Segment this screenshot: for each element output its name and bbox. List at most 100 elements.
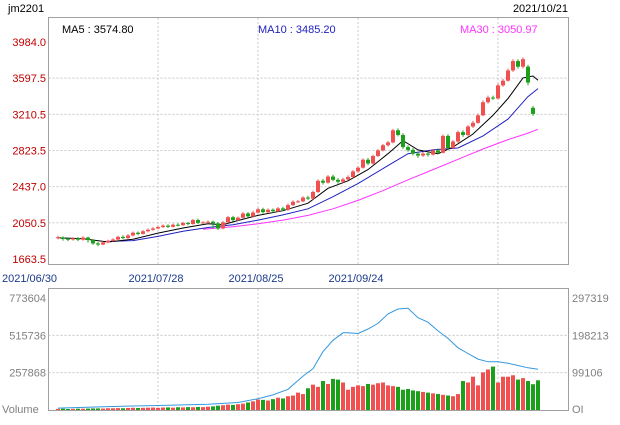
- candle: [221, 220, 225, 230]
- volume-bar: [321, 381, 325, 410]
- candle-body: [256, 209, 260, 213]
- volume-bar: [431, 393, 435, 410]
- volume-bar: [166, 407, 170, 410]
- candle: [201, 221, 205, 224]
- volume-bar: [471, 376, 475, 410]
- candle-body: [101, 242, 105, 245]
- volume-bar: [211, 406, 215, 410]
- volume-bar: [481, 372, 485, 410]
- volume-bar: [436, 394, 440, 410]
- volume-bar: [301, 394, 305, 410]
- volume-bar: [536, 380, 540, 410]
- date-tick-label: 2021/08/25: [228, 273, 283, 285]
- volume-bar: [306, 388, 310, 410]
- ma5-line: [57, 75, 539, 243]
- ma30-layer: [202, 128, 539, 230]
- symbol-label: jm2201: [7, 3, 44, 15]
- candle-body: [281, 208, 285, 210]
- volume-bar: [376, 383, 380, 410]
- volume-bar: [191, 407, 195, 410]
- volume-bar: [326, 383, 330, 410]
- candle: [256, 207, 260, 214]
- candle-body: [106, 240, 110, 243]
- candle: [481, 100, 485, 117]
- volume-bar: [491, 366, 495, 410]
- volume-bar: [261, 399, 265, 410]
- volume-bar: [251, 401, 255, 410]
- candle: [336, 178, 340, 184]
- volume-bar: [141, 407, 145, 410]
- volume-bar: [281, 398, 285, 410]
- volume-bar: [421, 391, 425, 410]
- volume-bar: [111, 408, 115, 410]
- candle-body: [151, 228, 155, 230]
- candle-body: [221, 222, 225, 229]
- price-tick-label: 2437.0: [12, 182, 46, 194]
- volume-bar: [136, 407, 140, 410]
- oi-panel-label: OI: [572, 404, 584, 416]
- candle-body: [236, 217, 240, 221]
- candle-body: [301, 197, 305, 202]
- candle-body: [251, 212, 255, 217]
- candle-body: [381, 145, 385, 151]
- volume-bar: [416, 391, 420, 410]
- candle: [361, 158, 365, 169]
- candle-body: [66, 238, 70, 240]
- volume-bar: [176, 407, 180, 410]
- candle-body: [411, 149, 415, 154]
- candle: [421, 151, 425, 157]
- volume-bar: [231, 404, 235, 410]
- volume-bar: [426, 392, 430, 410]
- candle: [291, 200, 295, 207]
- volume-bar: [171, 407, 175, 410]
- candle: [491, 95, 495, 100]
- volume-bar: [56, 408, 60, 410]
- candle-body: [136, 232, 140, 234]
- candle-body: [146, 229, 150, 232]
- candle-body: [366, 159, 370, 164]
- candle: [401, 133, 405, 149]
- volume-bar: [331, 378, 335, 410]
- candle-body: [481, 102, 485, 116]
- volume-bar: [381, 382, 385, 410]
- volume-bar: [476, 385, 480, 410]
- candle: [126, 234, 130, 239]
- candle-body: [476, 115, 480, 123]
- candle: [226, 215, 230, 224]
- candle: [216, 221, 220, 230]
- candle: [211, 220, 215, 229]
- candle: [81, 236, 85, 241]
- volume-bar: [66, 408, 70, 410]
- price-tick-label: 2050.5: [12, 218, 46, 230]
- candle-body: [491, 97, 495, 99]
- candle-body: [356, 167, 360, 172]
- price-tick-label: 3984.0: [12, 37, 46, 49]
- volume-bar: [316, 386, 320, 410]
- candle: [121, 235, 125, 240]
- candle: [116, 235, 120, 241]
- candle: [446, 134, 450, 150]
- candle: [321, 178, 325, 185]
- volume-bar: [356, 385, 360, 410]
- candle: [391, 128, 395, 144]
- candle: [426, 151, 430, 157]
- candle: [176, 223, 180, 227]
- volume-bar: [361, 386, 365, 410]
- volume-tick-label: 515736: [9, 330, 46, 342]
- candle: [511, 59, 515, 72]
- volume-bar: [256, 399, 260, 410]
- date-tick-label: 2021/07/28: [128, 273, 183, 285]
- candle: [281, 206, 285, 211]
- candle-body: [416, 153, 420, 156]
- date-tick-label: 2021/09/24: [328, 273, 383, 285]
- candle-body: [86, 237, 90, 241]
- candle-body: [311, 191, 315, 199]
- volume-bar: [81, 408, 85, 410]
- volume-bar: [311, 384, 315, 410]
- volume-bar: [126, 407, 130, 410]
- candle: [271, 208, 275, 213]
- candle-body: [451, 141, 455, 149]
- price-tick-label: 1663.5: [12, 254, 46, 266]
- candle: [351, 170, 355, 178]
- candle: [61, 236, 65, 241]
